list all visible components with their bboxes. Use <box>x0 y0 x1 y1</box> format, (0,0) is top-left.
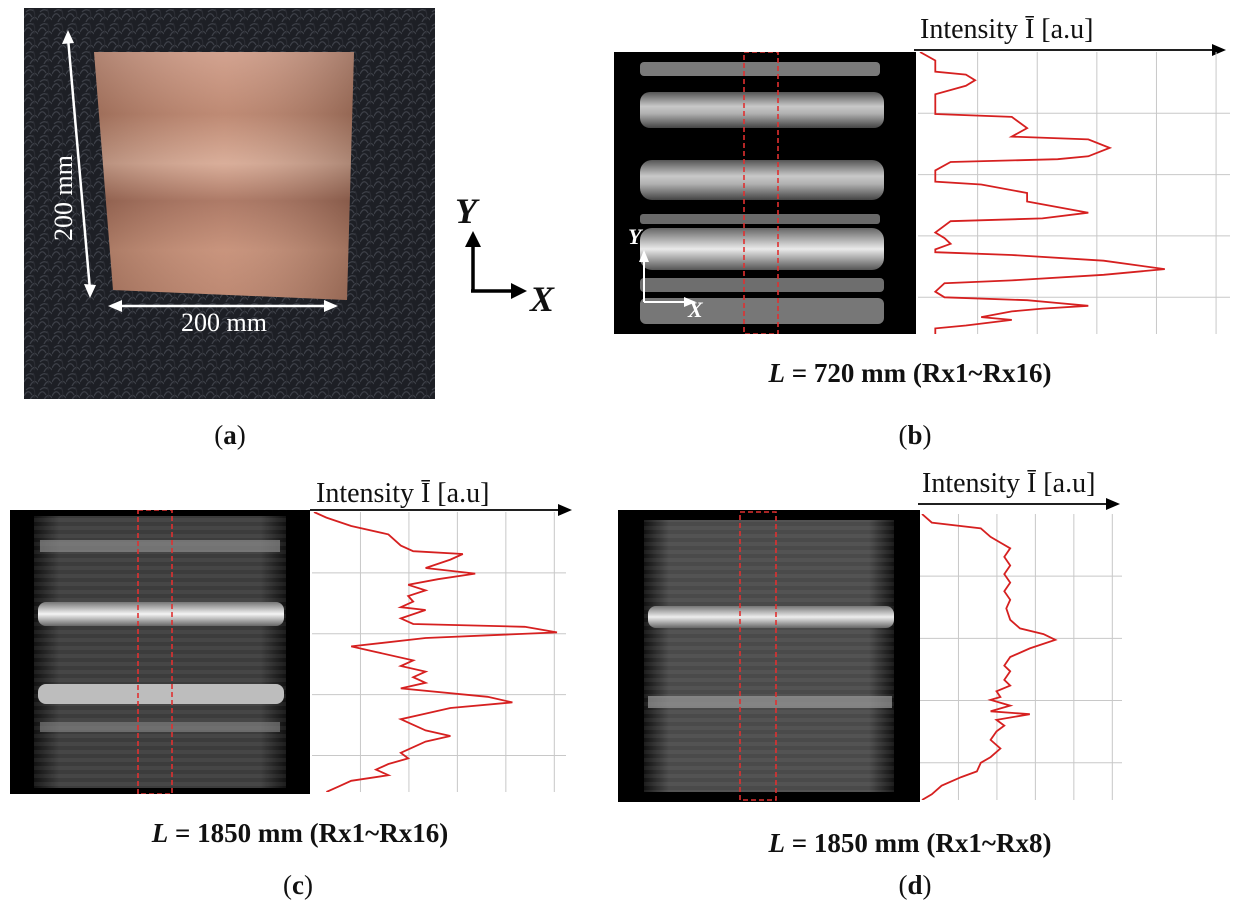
thermal-image-d <box>618 510 920 802</box>
copper-plate-illustration <box>24 8 435 399</box>
intensity-axis-arrow-c <box>310 504 572 516</box>
intensity-profile-line-c <box>313 512 558 792</box>
panel-c-label: (c) <box>283 870 313 900</box>
inset-axis-x-label: X <box>688 297 703 322</box>
intensity-profile-line-b <box>919 52 1165 334</box>
dimension-horizontal-label: 200 mm <box>181 308 267 337</box>
copper-plate-photo: 200 mm 200 mm <box>24 8 435 399</box>
intensity-axis-arrow-b <box>914 44 1226 56</box>
caption-d: L = 1850 mm (Rx1~Rx8) <box>768 828 1052 858</box>
intensity-profile-d <box>920 514 1122 800</box>
plot-title-d: Intensity Ī [a.u] <box>922 468 1096 499</box>
intensity-profile-line-d <box>921 514 1058 800</box>
panel-a-label: (a) <box>214 420 246 450</box>
thermal-image-c <box>10 510 310 794</box>
intensity-profile-b <box>918 52 1230 334</box>
plot-title-c: Intensity Ī [a.u] <box>316 478 490 509</box>
arrow-up-icon <box>465 231 481 247</box>
intensity-profile-c <box>312 512 566 792</box>
inset-axis-y-label: Y <box>628 224 642 249</box>
xy-axis-indicator <box>465 231 527 299</box>
caption-c: L = 1850 mm (Rx1~Rx16) <box>151 818 449 848</box>
thermal-image-b: Y X <box>614 52 916 334</box>
intensity-axis-arrow-d <box>918 498 1120 510</box>
axis-x-label: X <box>530 279 555 319</box>
axis-y-label: Y <box>455 191 477 231</box>
arrow-right-icon <box>511 283 527 299</box>
dimension-vertical-label: 200 mm <box>49 155 78 241</box>
panel-b-label: (b) <box>898 420 932 450</box>
panel-d-label: (d) <box>898 870 932 900</box>
caption-b: L = 720 mm (Rx1~Rx16) <box>768 358 1052 388</box>
plot-title-b: Intensity Ī [a.u] <box>920 14 1094 45</box>
